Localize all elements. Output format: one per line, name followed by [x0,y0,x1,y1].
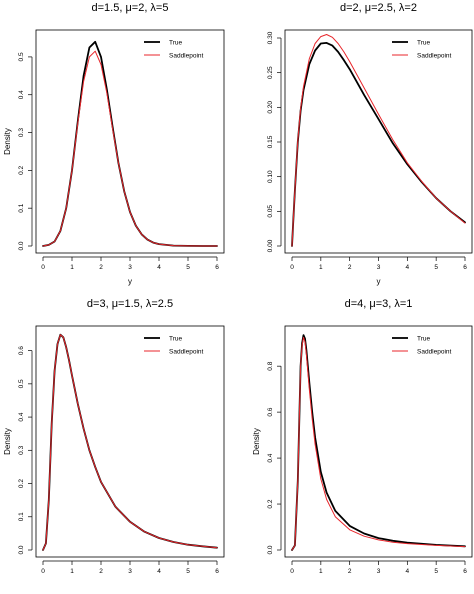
y-tick-label: 0.0 [267,545,274,554]
y-tick-label: 0.0 [18,545,25,554]
x-tick-label: 4 [157,568,161,575]
y-tick-label: 0.6 [267,407,274,416]
y-axis-label: Density [3,128,12,155]
y-tick-label: 0.25 [267,66,274,79]
y-tick-label: 0.4 [18,90,25,99]
y-tick-label: 0.3 [18,445,25,454]
plot-frame [35,29,225,254]
x-tick-label: 3 [377,264,381,271]
panel-2: d=2, μ=2.5, λ=2 0 1 2 3 4 5 6 y 0.00 0.05 0.10 0.15 0… [267,2,473,286]
legend-label-saddlepoint: Saddlepoint [417,52,452,59]
x-axis-label: y [128,277,132,286]
panel-title: d=3, μ=1.5, λ=2.5 [87,298,173,310]
series-line-saddlepoint [42,334,218,551]
y-axis-label: Density [252,428,261,455]
x-tick-label: 4 [406,568,410,575]
y-tick-label: 0.6 [18,346,25,355]
y-tick-label: 0.2 [18,165,25,174]
x-tick-label: 0 [290,264,294,271]
panel-4: d=4, μ=3, λ=1 0 1 2 3 4 5 6 0.0 0.2 0.4 0.6 0.8 Densi… [252,298,473,575]
plot-frame [284,325,473,558]
legend: True Saddlepoint [392,39,452,59]
y-tick-label: 0.30 [267,31,274,44]
legend-label-saddlepoint: Saddlepoint [169,52,204,59]
x-tick-label: 5 [434,264,438,271]
plot-frame [284,29,473,254]
x-tick-label: 6 [463,568,467,575]
x-tick-label: 6 [463,264,467,271]
x-tick-label: 1 [319,264,323,271]
x-tick-label: 2 [99,264,103,271]
y-tick-label: 0.05 [267,205,274,218]
y-tick-label: 0.5 [18,379,25,388]
series-line-true [291,42,466,247]
series-line-true [291,334,466,551]
panel-title: d=2, μ=2.5, λ=2 [340,2,417,14]
x-tick-label: 1 [70,264,74,271]
x-tick-label: 4 [157,264,161,271]
y-axis-label: Density [3,428,12,455]
x-tick-label: 6 [215,568,219,575]
series-line-true [42,333,218,551]
x-tick-label: 2 [99,568,103,575]
x-tick-label: 0 [290,568,294,575]
y-tick-label: 0.2 [267,499,274,508]
x-tick-label: 0 [41,264,45,271]
y-tick-label: 0.1 [18,203,25,212]
series-line-saddlepoint [291,34,466,247]
legend-label-true: True [417,335,431,342]
y-tick-label: 0.2 [18,479,25,488]
legend: True Saddlepoint [392,335,452,355]
y-tick-label: 0.3 [18,128,25,137]
x-tick-label: 1 [319,568,323,575]
x-axis-label: y [377,277,381,286]
x-tick-label: 2 [348,264,352,271]
legend: True Saddlepoint [144,335,204,355]
legend-label-true: True [417,39,431,46]
y-tick-label: 0.1 [18,512,25,521]
x-tick-label: 1 [70,568,74,575]
x-tick-label: 5 [186,568,190,575]
y-tick-label: 0.8 [267,361,274,370]
plot-frame [35,325,225,558]
x-tick-label: 5 [186,264,190,271]
x-tick-label: 4 [406,264,410,271]
series-line-true [42,40,218,247]
legend-label-true: True [169,335,183,342]
legend-label-saddlepoint: Saddlepoint [417,348,452,355]
y-tick-label: 0.4 [267,453,274,462]
y-tick-label: 0.4 [18,412,25,421]
y-tick-label: 0.0 [18,241,25,250]
x-tick-label: 6 [215,264,219,271]
panel-1: d=1.5, μ=2, λ=5 0 1 2 3 4 5 6 y 0.0 0.1 0.2 0.3 0.4 0.… [3,2,225,286]
y-tick-label: 0.5 [18,52,25,61]
series-line-saddlepoint [291,336,466,551]
x-tick-label: 2 [348,568,352,575]
legend-label-true: True [169,39,183,46]
legend: True Saddlepoint [144,39,204,59]
y-tick-label: 0.00 [267,239,274,252]
x-tick-label: 3 [377,568,381,575]
panel-title: d=4, μ=3, λ=1 [345,298,413,310]
y-tick-label: 0.20 [267,101,274,114]
y-tick-label: 0.10 [267,170,274,183]
x-tick-label: 3 [128,568,132,575]
panel-3: d=3, μ=1.5, λ=2.5 0 1 2 3 4 5 6 0.0 0.1 0.2 0.3 0.4 0… [3,298,225,575]
panel-title: d=1.5, μ=2, λ=5 [92,2,169,14]
x-tick-label: 5 [434,568,438,575]
x-tick-label: 3 [128,264,132,271]
series-line-saddlepoint [42,50,218,247]
x-tick-label: 0 [41,568,45,575]
y-tick-label: 0.15 [267,135,274,148]
legend-label-saddlepoint: Saddlepoint [169,348,204,355]
